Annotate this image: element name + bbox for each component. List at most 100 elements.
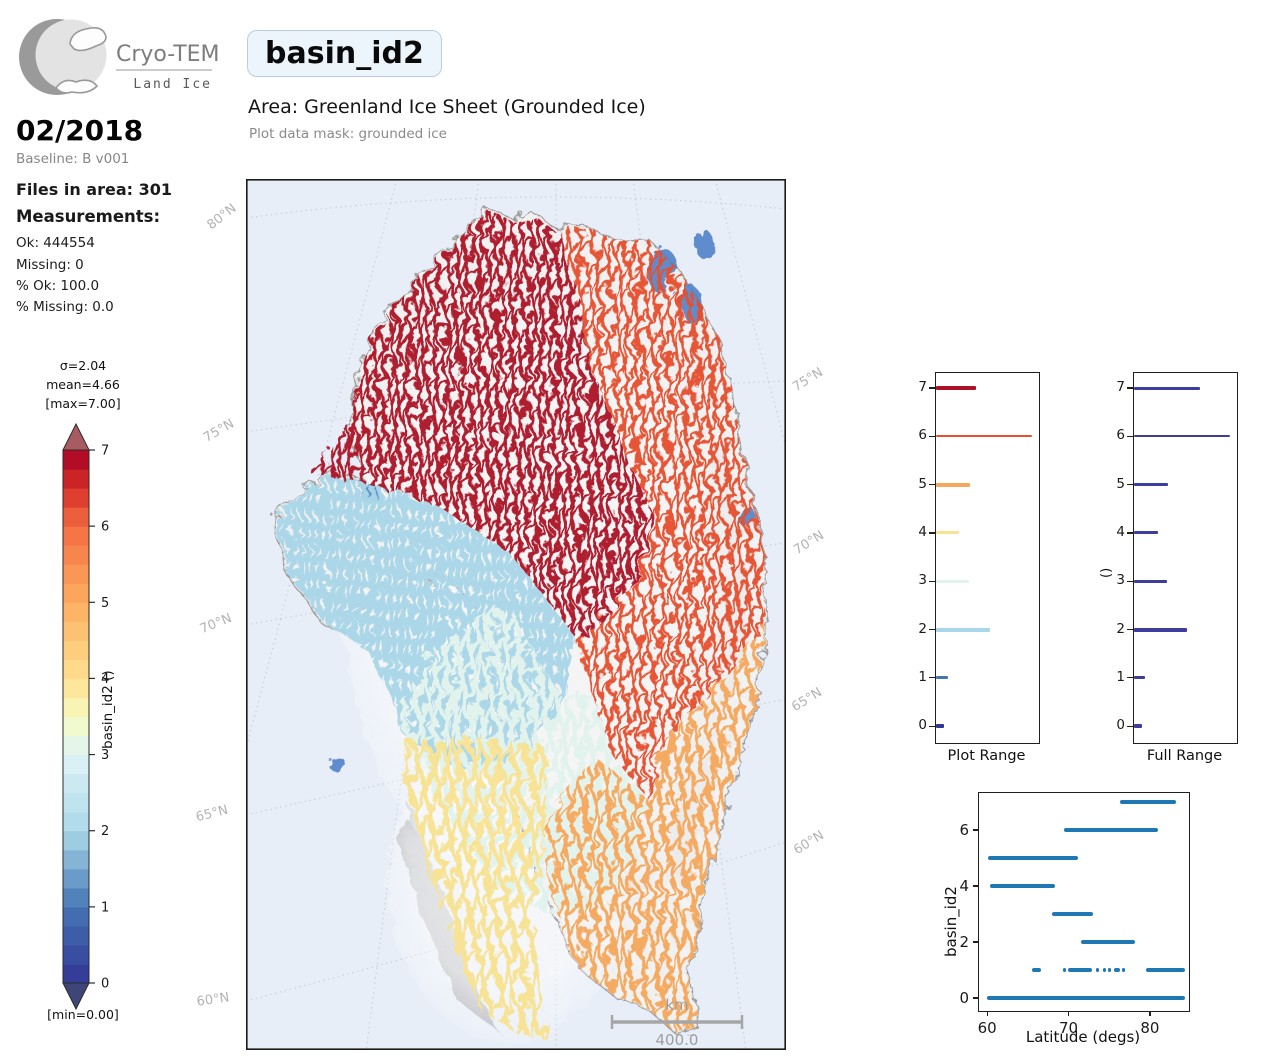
map-scalebar: km 400.0 bbox=[610, 996, 744, 1049]
colorbar-band bbox=[63, 925, 89, 946]
y-tick bbox=[973, 941, 978, 943]
y-tick bbox=[929, 532, 935, 534]
logo-title: Cryo-TEMPO bbox=[116, 42, 218, 67]
y-tick bbox=[929, 387, 935, 389]
colorbar-band bbox=[63, 697, 89, 718]
colorbar-band bbox=[63, 488, 89, 508]
bar-value-4 bbox=[1134, 531, 1159, 535]
y-tick bbox=[1127, 484, 1133, 486]
lat-label-left-80: 80°N bbox=[204, 200, 240, 234]
colorbar-band bbox=[63, 944, 89, 965]
colorbar-stats: σ=2.04 mean=4.66 [max=7.00] bbox=[24, 356, 142, 413]
x-tick bbox=[1149, 1011, 1151, 1016]
stat-pct-ok: % Ok: 100.0 bbox=[16, 278, 100, 294]
colorbar-tick-label: 1 bbox=[101, 900, 109, 915]
mean-value: mean=4.66 bbox=[46, 377, 120, 392]
lat-label-left-75: 75°N bbox=[201, 416, 237, 446]
colorbar-band bbox=[63, 887, 89, 908]
y-tick-label: 2 bbox=[1116, 620, 1125, 637]
colorbar-band bbox=[63, 830, 89, 851]
basin-region-6 bbox=[556, 225, 762, 795]
colorbar-band bbox=[63, 773, 89, 794]
lat-label-left-60: 60°N bbox=[195, 990, 231, 1010]
colorbar-band bbox=[63, 602, 89, 622]
bar-value-1 bbox=[1134, 676, 1146, 680]
baseline-label: Baseline: B v001 bbox=[16, 151, 130, 167]
y-tick-label: 1 bbox=[918, 668, 927, 685]
lat-label-right-75: 75°N bbox=[790, 364, 826, 396]
y-tick-label: 1 bbox=[1116, 668, 1125, 685]
y-tick-label: 3 bbox=[1116, 572, 1125, 589]
full-range-ylabel: () bbox=[1099, 567, 1114, 578]
colorbar-ticks: 7 6 5 4 3 2 1 0 bbox=[89, 444, 109, 992]
colorbar-tick-label: 7 bbox=[101, 444, 109, 459]
lat-label-left-65: 65°N bbox=[194, 802, 230, 826]
full-range-chart: 0 1 2 3 4 5 6 7 bbox=[1116, 372, 1238, 744]
colorbar-band bbox=[63, 868, 89, 889]
parameter-chip: basin_id2 bbox=[247, 30, 442, 77]
scatter-segment-y1 bbox=[1145, 968, 1185, 972]
colorbar-band bbox=[63, 564, 89, 584]
y-tick-label: 4 bbox=[1116, 523, 1125, 540]
bar-value-7 bbox=[936, 386, 977, 390]
y-tick bbox=[929, 484, 935, 486]
lat-label-right-65: 65°N bbox=[789, 684, 825, 716]
colorbar-over-arrow bbox=[62, 422, 90, 451]
map-frame bbox=[246, 179, 786, 1050]
y-tick bbox=[929, 628, 935, 631]
cryo-tempo-logo: Cryo-TEMPO Land Ice bbox=[19, 19, 218, 95]
y-tick bbox=[1127, 580, 1133, 582]
y-tick-label: 0 bbox=[1116, 717, 1125, 734]
y-tick-label: 0 bbox=[918, 717, 927, 734]
basin-region-4 bbox=[398, 735, 546, 1035]
colorbar-tick-label: 4 bbox=[101, 672, 109, 687]
x-tick-label: 70 bbox=[1058, 1019, 1079, 1037]
greenland-map: km 400.0 bbox=[246, 179, 786, 1050]
y-tick bbox=[1127, 677, 1133, 679]
y-tick-label: 7 bbox=[918, 379, 927, 395]
full-range-title: Full Range bbox=[1146, 748, 1223, 764]
y-tick-label: 4 bbox=[918, 523, 927, 540]
colorbar-tick-label: 5 bbox=[101, 596, 109, 611]
y-tick bbox=[1127, 387, 1133, 389]
y-tick bbox=[1127, 628, 1133, 631]
y-tick-label: 6 bbox=[959, 821, 969, 839]
bar-value-2 bbox=[936, 627, 990, 632]
stat-missing: Missing: 0 bbox=[16, 257, 84, 273]
y-tick-label: 2 bbox=[959, 933, 969, 951]
scatter-segment-y6 bbox=[1064, 828, 1159, 832]
y-tick-label: 3 bbox=[918, 572, 927, 589]
scatter-segment-y7 bbox=[1119, 800, 1176, 804]
lat-label-left-70: 70°N bbox=[197, 610, 235, 638]
bar-value-3 bbox=[936, 579, 970, 583]
mask-label: Plot data mask: grounded ice bbox=[249, 126, 447, 142]
x-tick bbox=[986, 1011, 988, 1016]
colorbar-bands bbox=[63, 450, 89, 984]
y-tick bbox=[929, 725, 935, 727]
colorbar-band bbox=[63, 507, 89, 527]
scatter-segment-y2 bbox=[1080, 940, 1136, 944]
colorbar-band bbox=[63, 621, 89, 641]
y-tick bbox=[929, 677, 935, 679]
colorbar-band bbox=[63, 963, 89, 984]
scalebar-length: 400.0 bbox=[656, 1031, 699, 1049]
scatter-segment-y1 bbox=[1096, 968, 1100, 972]
files-in-area-label: Files in area: 301 bbox=[16, 180, 172, 199]
y-tick-label: 6 bbox=[1116, 427, 1125, 444]
stat-ok: Ok: 444554 bbox=[16, 235, 95, 251]
scatter-segment-y1 bbox=[1114, 968, 1120, 972]
colorbar-band bbox=[63, 450, 89, 470]
scatter-segment-y1 bbox=[1062, 968, 1066, 972]
x-tick-label: 80 bbox=[1140, 1019, 1160, 1037]
colorbar-band bbox=[63, 659, 89, 680]
bar-value-5 bbox=[936, 482, 971, 487]
basin-region-7 bbox=[304, 205, 654, 639]
bar-value-0 bbox=[1134, 724, 1143, 729]
y-tick-label: 5 bbox=[918, 475, 927, 492]
stat-pct-missing: % Missing: 0.0 bbox=[16, 299, 114, 315]
y-tick bbox=[1127, 532, 1133, 534]
scalebar-unit: km bbox=[665, 996, 688, 1014]
scatter-segment-y1 bbox=[1102, 968, 1106, 972]
colorbar-band bbox=[63, 716, 89, 737]
